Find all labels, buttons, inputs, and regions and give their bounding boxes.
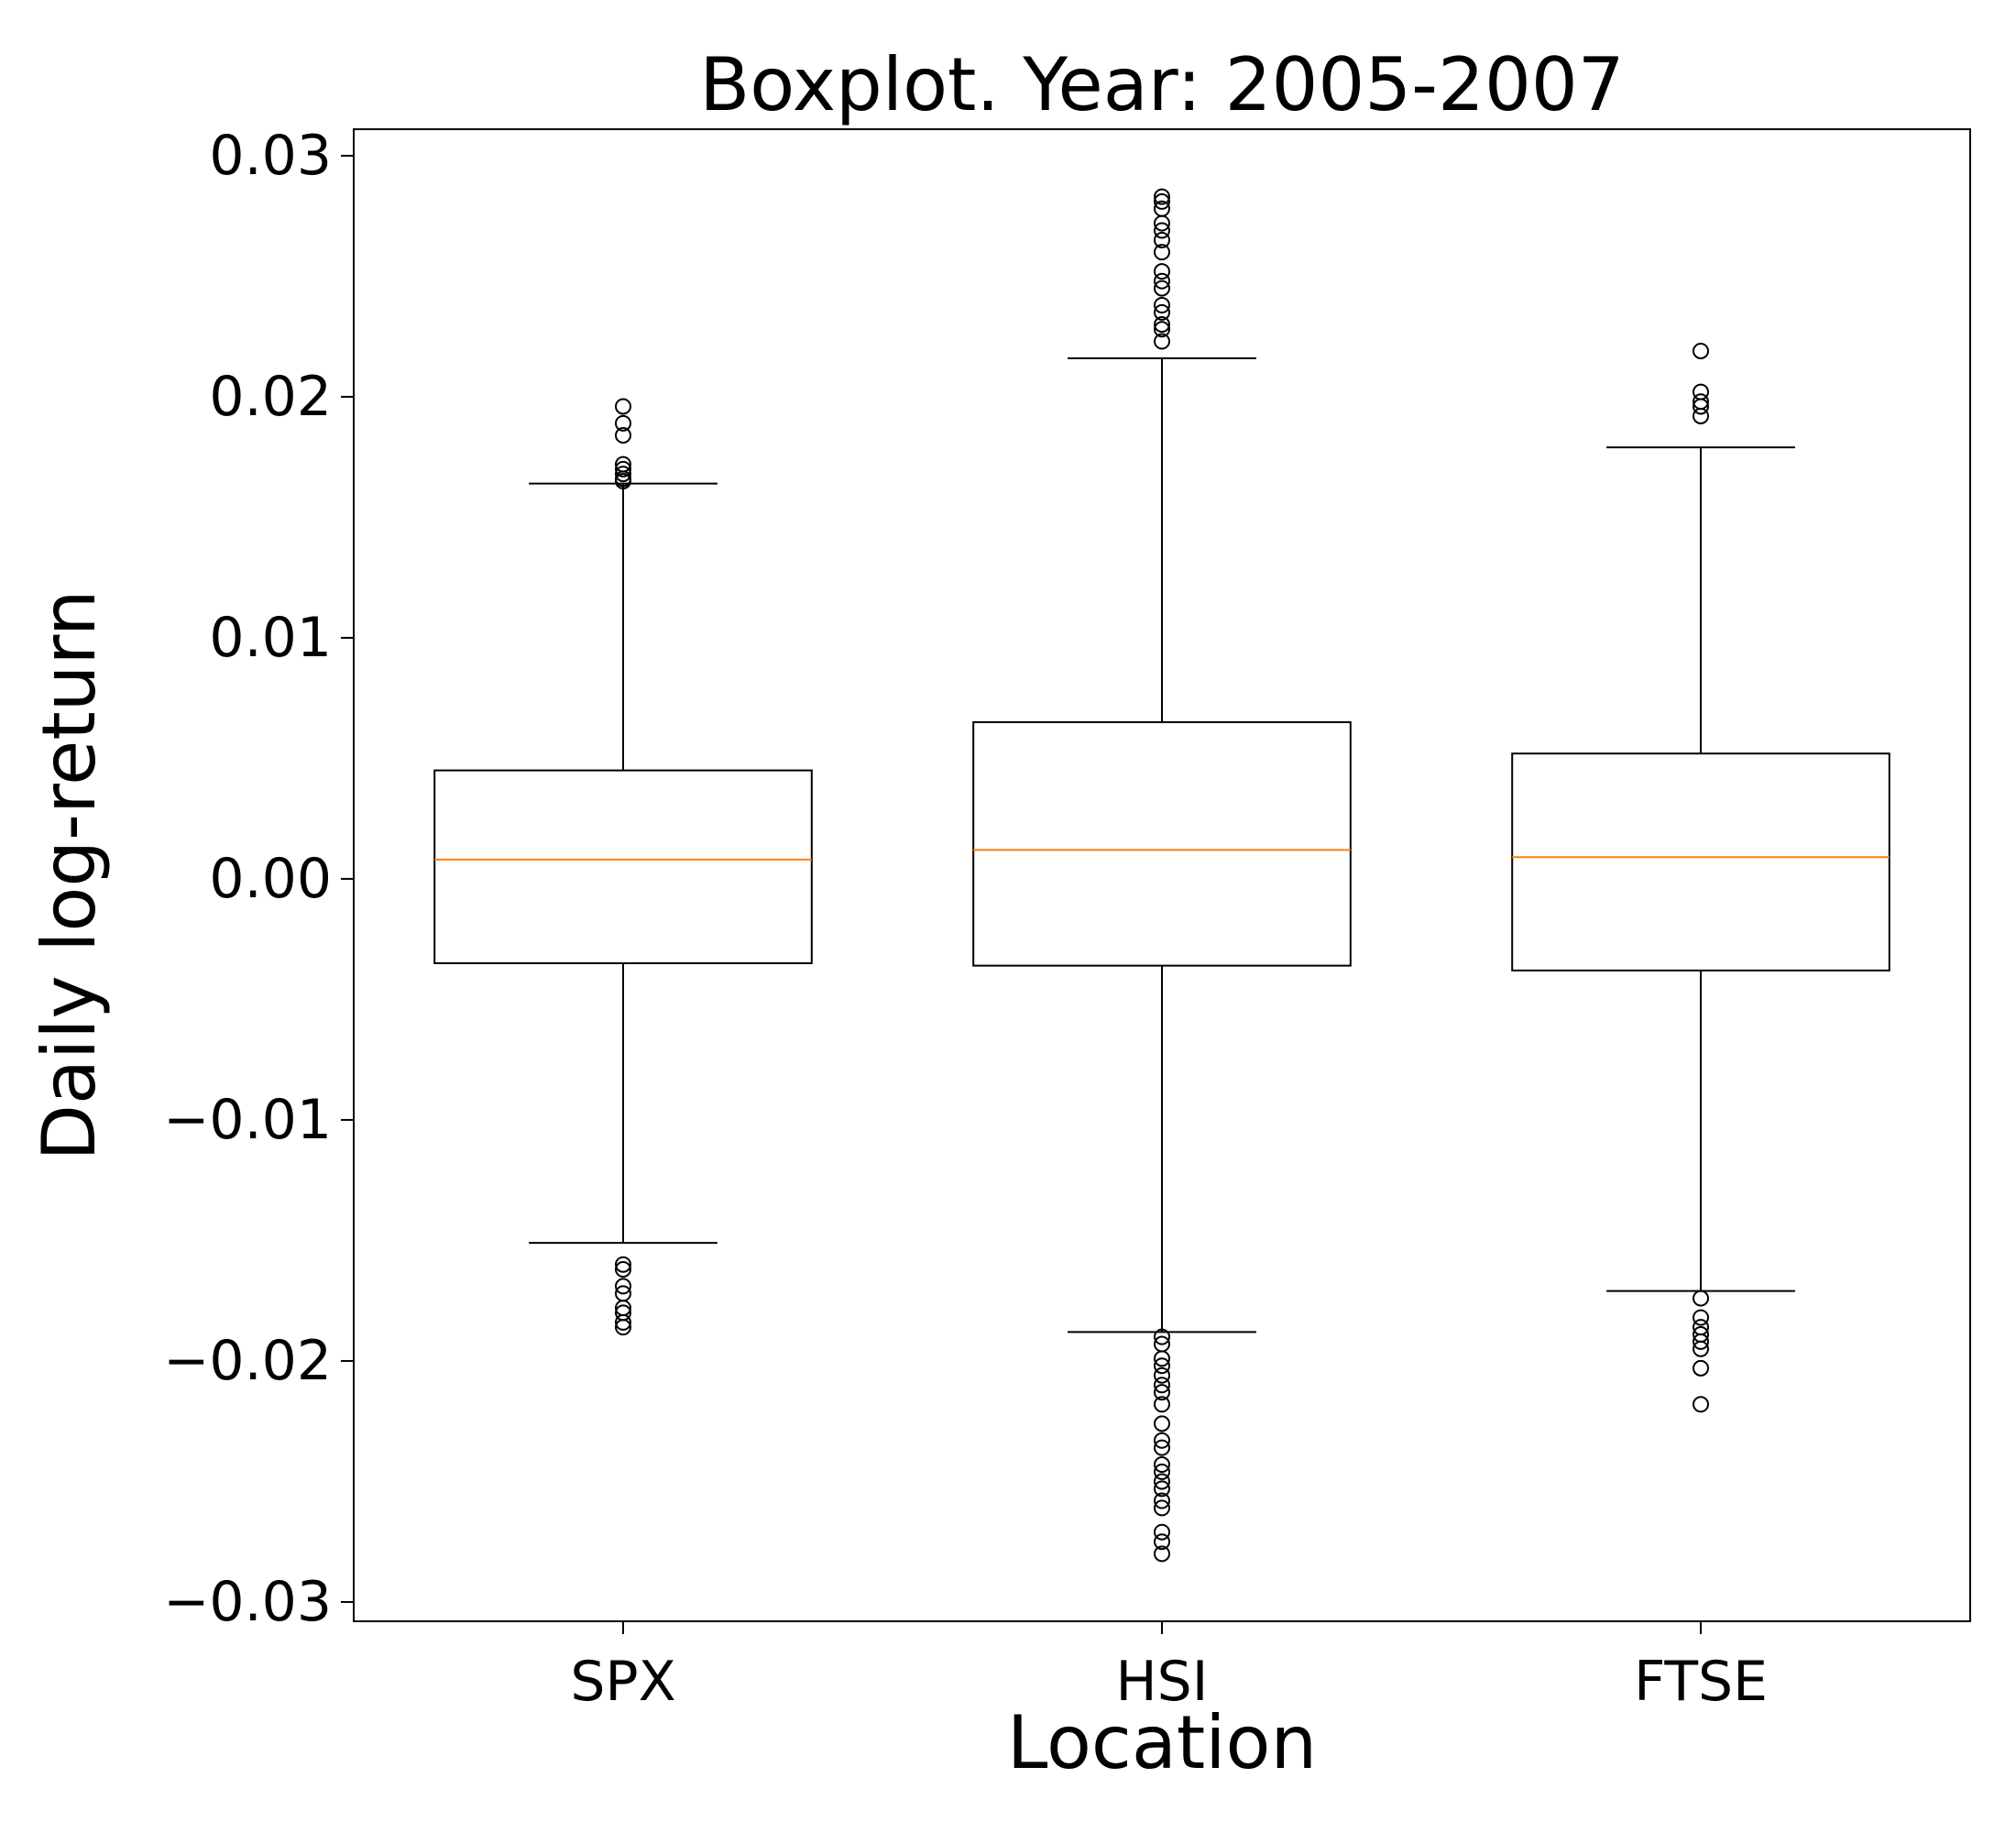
- outlier-point: [615, 1319, 631, 1336]
- outlier-point: [1154, 1492, 1170, 1509]
- outlier-point: [1154, 188, 1170, 205]
- outlier-point: [1693, 1396, 1709, 1413]
- outlier-point: [1154, 1439, 1170, 1456]
- outlier-point: [1693, 1333, 1709, 1350]
- outlier-point: [1154, 222, 1170, 239]
- y-tick-label: 0.03: [209, 124, 332, 188]
- outlier-point: [1154, 1432, 1170, 1449]
- x-tick-label: HSI: [1116, 1650, 1209, 1714]
- y-tick-label: 0.01: [209, 606, 332, 670]
- outlier-point: [1154, 1350, 1170, 1367]
- outlier-point: [1154, 1384, 1170, 1401]
- outlier-point: [615, 466, 631, 483]
- y-tick-label: −0.03: [163, 1570, 332, 1634]
- outlier-point: [1154, 1545, 1170, 1563]
- y-tick-label: −0.02: [163, 1329, 332, 1393]
- outlier-point: [615, 1256, 631, 1273]
- outlier-point: [1154, 1499, 1170, 1517]
- x-tick-label: SPX: [570, 1650, 675, 1714]
- box-group-hsi: [972, 188, 1352, 1563]
- iqr-box: [433, 769, 813, 964]
- outlier-point: [1154, 321, 1170, 338]
- outlier-point: [1154, 263, 1170, 280]
- outlier-point: [1154, 1523, 1170, 1541]
- outlier-point: [1154, 1480, 1170, 1498]
- outlier-point: [1154, 1367, 1170, 1384]
- outlier-point: [1693, 407, 1709, 424]
- y-tick-label: −0.01: [163, 1088, 332, 1152]
- outlier-point: [1154, 280, 1170, 297]
- outlier-point: [1154, 272, 1170, 290]
- y-tick-label: 0.02: [209, 365, 332, 429]
- outlier-point: [615, 1261, 631, 1279]
- outlier-point: [1154, 1463, 1170, 1480]
- outlier-point: [615, 427, 631, 445]
- outlier-point: [1154, 214, 1170, 232]
- boxes-layer: [433, 188, 1890, 1563]
- outlier-point: [1154, 244, 1170, 261]
- outlier-point: [1154, 1533, 1170, 1551]
- chart-title: Boxplot. Year: 2005-2007: [699, 42, 1624, 127]
- outlier-point: [615, 472, 631, 489]
- outlier-point: [1154, 192, 1170, 210]
- outlier-point: [1154, 1357, 1170, 1375]
- outlier-point: [1154, 1456, 1170, 1474]
- outlier-point: [1693, 398, 1709, 415]
- outlier-point: [1154, 1377, 1170, 1394]
- outlier-point: [1693, 1309, 1709, 1326]
- outlier-point: [1154, 303, 1170, 321]
- x-axis-label: Location: [1007, 1700, 1317, 1785]
- x-axis: SPX HSI FTSE: [570, 1621, 1768, 1714]
- y-axis: −0.03 −0.02 −0.01 0.00 0.01 0.02 0.03: [163, 124, 354, 1634]
- outlier-point: [1154, 316, 1170, 334]
- box-group-spx: [433, 398, 813, 1336]
- outlier-point: [1693, 1359, 1709, 1377]
- outlier-point: [1154, 1328, 1170, 1345]
- iqr-box: [1511, 752, 1890, 971]
- outlier-point: [615, 398, 631, 415]
- outlier-point: [1154, 296, 1170, 313]
- outlier-point: [1154, 1396, 1170, 1413]
- outlier-point: [1154, 1415, 1170, 1432]
- y-axis-label: Daily log-return: [27, 589, 112, 1160]
- outlier-point: [615, 1278, 631, 1295]
- outlier-point: [615, 414, 631, 432]
- outlier-point: [1693, 1290, 1709, 1307]
- iqr-box: [972, 720, 1352, 967]
- outlier-point: [615, 460, 631, 477]
- x-tick-label: FTSE: [1634, 1650, 1768, 1714]
- y-tick-label: 0.00: [209, 847, 332, 911]
- outlier-point: [1154, 333, 1170, 350]
- outlier-point: [1154, 1473, 1170, 1490]
- outlier-point: [615, 1313, 631, 1331]
- outlier-point: [1693, 342, 1709, 359]
- outlier-point: [1693, 1340, 1709, 1357]
- outlier-point: [1154, 231, 1170, 248]
- box-group-ftse: [1511, 342, 1890, 1413]
